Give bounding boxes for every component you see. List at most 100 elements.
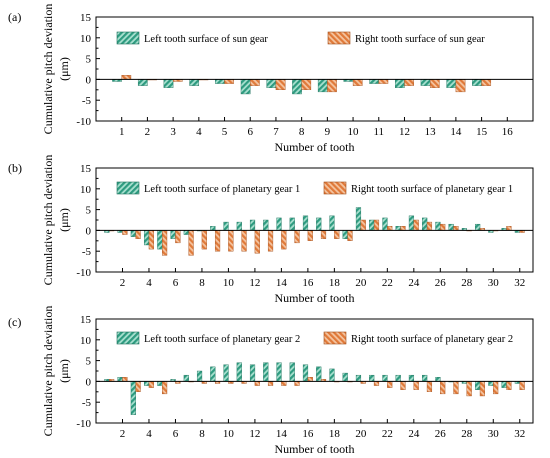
bar-left-tooth-22 bbox=[382, 374, 388, 382]
x-tick-label: 8 bbox=[199, 428, 205, 440]
bar-right-tooth-15 bbox=[481, 79, 492, 86]
bar-left-tooth-9 bbox=[210, 226, 216, 231]
x-tick-label: 4 bbox=[196, 126, 202, 138]
bar-left-tooth-2 bbox=[137, 79, 148, 86]
x-tick-label: 1 bbox=[119, 126, 125, 138]
bar-right-tooth-17 bbox=[320, 230, 327, 239]
y-tick-label: 0 bbox=[86, 225, 92, 237]
bar-left-tooth-9 bbox=[210, 366, 216, 382]
x-axis-label: Number of tooth bbox=[275, 442, 355, 456]
x-tick-label: 8 bbox=[199, 277, 205, 289]
legend-label-right: Right tooth surface of planetary gear 2 bbox=[351, 334, 513, 345]
x-tick-label: 5 bbox=[222, 126, 228, 138]
bar-left-tooth-21 bbox=[369, 374, 375, 382]
bar-right-tooth-31 bbox=[506, 381, 512, 390]
bar-right-tooth-27 bbox=[453, 226, 459, 231]
y-axis-label: Cumulative pitch deviation bbox=[41, 4, 55, 135]
bar-left-tooth-18 bbox=[329, 215, 335, 231]
bar-right-tooth-19 bbox=[347, 230, 353, 241]
bar-right-tooth-2 bbox=[122, 377, 128, 382]
x-tick-label: 7 bbox=[273, 126, 279, 138]
x-tick-label: 22 bbox=[382, 277, 393, 289]
bar-left-tooth-4 bbox=[143, 381, 150, 386]
bar-right-tooth-29 bbox=[479, 381, 485, 397]
x-tick-label: 6 bbox=[173, 428, 179, 440]
bar-right-tooth-25 bbox=[426, 221, 433, 231]
x-tick-label: 9 bbox=[325, 126, 331, 138]
bar-left-tooth-20 bbox=[355, 207, 362, 231]
bar-left-tooth-13 bbox=[263, 362, 269, 382]
bar-right-tooth-5 bbox=[224, 79, 234, 84]
bar-right-tooth-25 bbox=[426, 381, 433, 392]
bar-left-tooth-17 bbox=[316, 366, 322, 382]
x-tick-label: 10 bbox=[223, 277, 235, 289]
bar-left-tooth-20 bbox=[355, 374, 362, 382]
panel-letter: (a) bbox=[8, 10, 21, 24]
y-tick-label: 5 bbox=[86, 205, 92, 217]
bar-left-tooth-19 bbox=[342, 230, 348, 239]
bar-right-tooth-18 bbox=[334, 230, 340, 239]
y-tick-label: 5 bbox=[86, 356, 92, 368]
x-tick-label: 16 bbox=[302, 428, 314, 440]
bar-right-tooth-9 bbox=[214, 230, 221, 252]
bar-right-tooth-14 bbox=[281, 381, 287, 386]
bar-right-tooth-14 bbox=[281, 230, 287, 250]
x-tick-label: 12 bbox=[399, 126, 410, 138]
bar-left-tooth-7 bbox=[183, 374, 189, 382]
bar-right-tooth-9 bbox=[327, 79, 337, 93]
x-tick-label: 24 bbox=[408, 428, 420, 440]
bar-left-tooth-6 bbox=[170, 230, 176, 239]
bar-right-tooth-8 bbox=[301, 79, 312, 91]
bar-left-tooth-14 bbox=[276, 362, 282, 382]
bar-right-tooth-31 bbox=[506, 226, 512, 231]
bar-left-tooth-16 bbox=[302, 215, 309, 231]
bar-left-tooth-11 bbox=[236, 221, 242, 231]
x-tick-label: 14 bbox=[276, 428, 288, 440]
bar-right-tooth-11 bbox=[241, 230, 247, 252]
bar-left-tooth-10 bbox=[223, 364, 229, 382]
legend-swatch-right bbox=[327, 31, 351, 45]
bar-left-tooth-25 bbox=[422, 374, 428, 382]
bar-right-tooth-11 bbox=[378, 79, 389, 84]
bar-right-tooth-12 bbox=[254, 381, 260, 386]
y-tick-label: 10 bbox=[80, 184, 92, 196]
y-axis-unit: (μm) bbox=[57, 57, 71, 81]
bar-right-tooth-32 bbox=[519, 381, 525, 390]
x-tick-label: 11 bbox=[373, 126, 384, 138]
x-tick-label: 2 bbox=[145, 126, 151, 138]
bar-left-tooth-3 bbox=[130, 381, 136, 415]
bar-right-tooth-2 bbox=[122, 230, 128, 235]
bar-left-tooth-12 bbox=[249, 219, 256, 231]
bar-left-tooth-27 bbox=[448, 223, 454, 231]
bar-right-tooth-22 bbox=[387, 226, 393, 231]
bar-left-tooth-19 bbox=[342, 372, 348, 382]
bar-left-tooth-26 bbox=[435, 221, 441, 231]
bar-left-tooth-8 bbox=[292, 79, 302, 95]
bar-right-tooth-12 bbox=[254, 230, 260, 254]
y-axis-unit: (μm) bbox=[57, 359, 71, 383]
x-tick-label: 22 bbox=[382, 428, 393, 440]
x-tick-label: 8 bbox=[299, 126, 305, 138]
bar-left-tooth-11 bbox=[369, 79, 379, 84]
bar-left-tooth-29 bbox=[475, 381, 481, 390]
bar-left-tooth-31 bbox=[501, 381, 507, 388]
bar-right-tooth-10 bbox=[352, 79, 363, 86]
bar-left-tooth-12 bbox=[395, 79, 405, 88]
legend-label-left: Left tooth surface of planetary gear 1 bbox=[144, 184, 300, 195]
legend-swatch-right bbox=[323, 331, 347, 345]
bar-left-tooth-15 bbox=[289, 217, 295, 231]
bar-right-tooth-21 bbox=[373, 219, 380, 231]
x-tick-label: 6 bbox=[173, 277, 179, 289]
y-tick-label: -10 bbox=[76, 116, 91, 128]
bar-right-tooth-20 bbox=[360, 219, 366, 231]
y-tick-label: -5 bbox=[82, 246, 92, 258]
bar-right-tooth-3 bbox=[135, 230, 141, 239]
x-tick-label: 20 bbox=[355, 428, 367, 440]
bar-left-tooth-3 bbox=[163, 79, 174, 88]
bar-right-tooth-30 bbox=[493, 381, 499, 395]
panel-letter: (c) bbox=[8, 315, 21, 329]
legend-swatch-right bbox=[323, 181, 347, 195]
legend-label-left: Left tooth surface of planetary gear 2 bbox=[144, 334, 300, 345]
bar-left-tooth-26 bbox=[435, 377, 441, 382]
